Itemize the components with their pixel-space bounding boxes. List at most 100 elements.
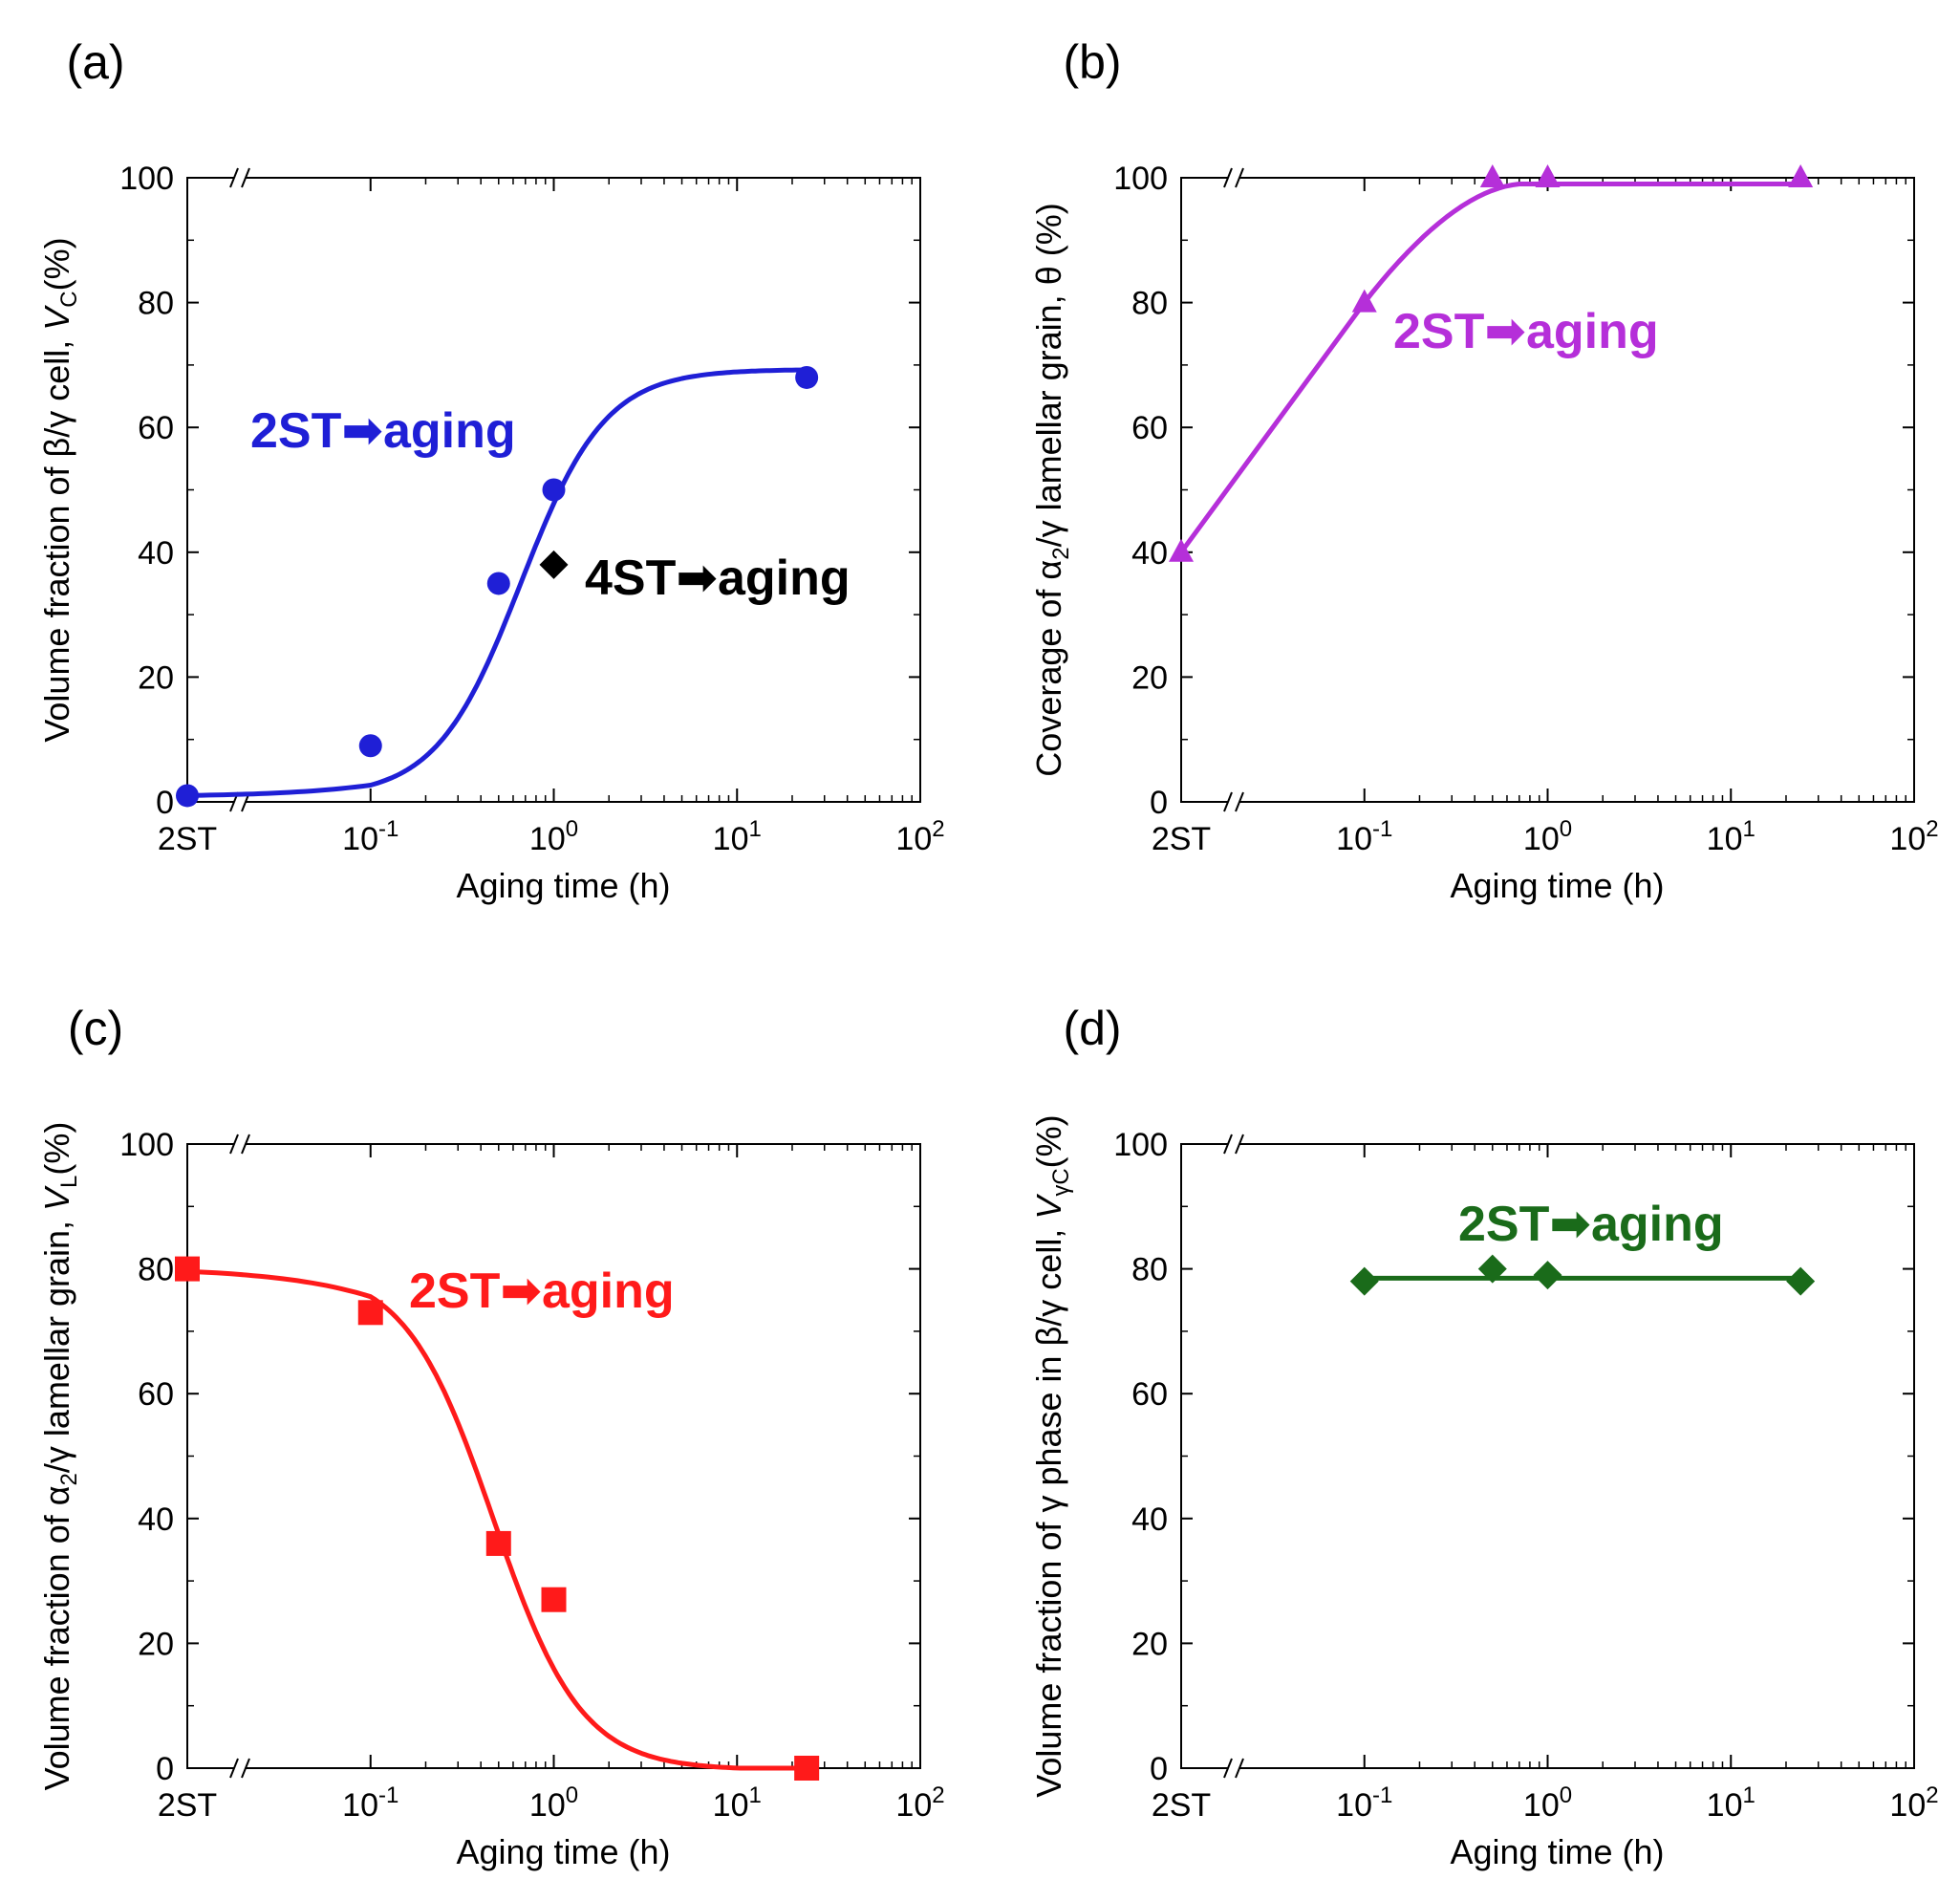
x-tick-label: 10-1 xyxy=(342,816,398,857)
chart-panel-4: (d) 0 20 40 60 80 100 2ST 10-1 100 101 102 Aging tim… xyxy=(1029,1002,1939,1871)
panel-label: (b) xyxy=(1063,35,1121,89)
x-tick-label: 2ST xyxy=(158,821,217,857)
y-tick-label: 40 xyxy=(138,535,174,572)
axis-break-mark xyxy=(1223,791,1244,812)
x-tick-label: 10-1 xyxy=(1336,816,1392,857)
y-tick-label: 20 xyxy=(138,1626,174,1662)
y-tick-label: 80 xyxy=(138,1252,174,1288)
y-tick-label: 80 xyxy=(1131,286,1168,322)
axis-break-mark xyxy=(229,1758,250,1779)
data-point xyxy=(795,365,819,389)
x-tick-label: 101 xyxy=(713,816,762,857)
x-tick-label: 100 xyxy=(529,1782,578,1824)
axis-break-top-gap xyxy=(234,1136,246,1152)
axis-break-bottom-gap xyxy=(1228,794,1239,810)
chart-panel-1: (a) 0 20 40 60 80 100 2ST 10-1 100 101 102 Aging tim… xyxy=(37,35,945,905)
axis-break-top-gap xyxy=(1228,1136,1239,1152)
data-point xyxy=(541,1587,567,1612)
y-tick-label: 60 xyxy=(1131,1376,1168,1413)
axis-break-bottom-gap xyxy=(1228,1761,1239,1776)
data-point xyxy=(1349,1266,1379,1296)
series-annotation: 2ST➡aging xyxy=(409,1264,675,1319)
series-annotation: 2ST➡aging xyxy=(250,403,516,459)
axis-break-mark xyxy=(1223,1758,1244,1779)
data-point xyxy=(1169,538,1194,562)
x-tick-label: 102 xyxy=(1889,1782,1938,1824)
series-annotation: 2ST➡aging xyxy=(1393,304,1659,359)
series-line xyxy=(184,367,804,798)
x-axis-title: Aging time (h) xyxy=(1450,866,1664,905)
data-point xyxy=(539,550,569,579)
y-tick-label: 40 xyxy=(1131,535,1168,572)
data-point xyxy=(176,784,199,808)
y-tick-label: 80 xyxy=(138,286,174,322)
data-point xyxy=(1786,1266,1816,1296)
series-line xyxy=(186,1268,804,1771)
data-point xyxy=(1788,164,1814,187)
series-2 xyxy=(539,550,569,579)
y-tick-label: 40 xyxy=(138,1501,174,1538)
data-point xyxy=(1479,164,1505,187)
axis-break-mark xyxy=(1223,1134,1244,1155)
plot-frame xyxy=(1180,177,1915,803)
y-tick-label: 0 xyxy=(156,785,174,821)
y-axis-title: Coverage of α2/γ lamellar grain, θ (%) xyxy=(1029,203,1074,776)
x-axis-title: Aging time (h) xyxy=(456,1832,670,1871)
y-tick-label: 60 xyxy=(1131,410,1168,446)
x-tick-label: 101 xyxy=(1707,1782,1755,1824)
x-tick-label: 100 xyxy=(1523,1782,1572,1824)
y-axis-title: Volume fraction of α2/γ lamellar grain, … xyxy=(37,1122,82,1791)
series-1 xyxy=(176,365,819,808)
x-axis-title: Aging time (h) xyxy=(1450,1832,1664,1871)
x-tick-label: 2ST xyxy=(1152,1787,1211,1824)
series-1 xyxy=(175,1256,820,1781)
axis-break-bottom-gap xyxy=(234,1761,246,1776)
x-tick-label: 2ST xyxy=(1152,821,1211,857)
axis-break-bottom-gap xyxy=(234,794,246,810)
axis-break-top-gap xyxy=(1228,170,1239,185)
x-tick-label: 100 xyxy=(529,816,578,857)
y-tick-label: 100 xyxy=(1113,161,1168,197)
y-tick-label: 60 xyxy=(138,410,174,446)
chart-panel-3: (c) 0 20 40 60 80 100 2ST 10-1 100 101 102 Aging tim… xyxy=(37,1002,945,1871)
y-tick-label: 100 xyxy=(119,161,174,197)
y-tick-label: 0 xyxy=(1150,1751,1168,1787)
data-point xyxy=(175,1256,200,1282)
y-tick-label: 100 xyxy=(1113,1127,1168,1163)
panel-label: (c) xyxy=(68,1002,123,1055)
data-point xyxy=(486,572,510,595)
y-axis-title: Volume fraction of β/γ cell, VC(%) xyxy=(37,237,82,742)
plot-frame xyxy=(186,1143,921,1769)
data-point xyxy=(794,1756,820,1781)
chart-panel-2: (b) 0 20 40 60 80 100 2ST 10-1 100 101 102 Aging tim… xyxy=(1029,35,1939,905)
data-point xyxy=(1477,1254,1507,1284)
y-tick-label: 60 xyxy=(138,1376,174,1413)
x-tick-label: 101 xyxy=(1707,816,1755,857)
x-tick-label: 102 xyxy=(1889,816,1938,857)
x-tick-label: 10-1 xyxy=(1336,1782,1392,1824)
x-tick-label: 101 xyxy=(713,1782,762,1824)
y-tick-label: 0 xyxy=(1150,785,1168,821)
axis-break-mark xyxy=(229,167,250,188)
axis-break-mark xyxy=(229,1134,250,1155)
data-point xyxy=(357,1300,383,1326)
data-point xyxy=(542,478,566,502)
x-tick-label: 100 xyxy=(1523,816,1572,857)
series-1 xyxy=(1169,164,1814,562)
data-point xyxy=(1533,1261,1562,1290)
panel-label: (a) xyxy=(66,35,124,89)
series-1 xyxy=(1349,1254,1816,1296)
x-axis-title: Aging time (h) xyxy=(456,866,670,905)
data-point xyxy=(485,1530,511,1556)
y-axis-title: Volume fraction of γ phase in β/γ cell, … xyxy=(1029,1114,1074,1797)
data-point xyxy=(1535,164,1561,187)
data-point xyxy=(358,734,382,758)
series-annotation: 2ST➡aging xyxy=(1458,1197,1724,1252)
data-point xyxy=(1351,289,1377,313)
y-tick-label: 0 xyxy=(156,1751,174,1787)
y-tick-label: 20 xyxy=(1131,1626,1168,1662)
x-tick-label: 10-1 xyxy=(342,1782,398,1824)
panel-label: (d) xyxy=(1063,1002,1121,1055)
series-line xyxy=(1178,182,1801,554)
